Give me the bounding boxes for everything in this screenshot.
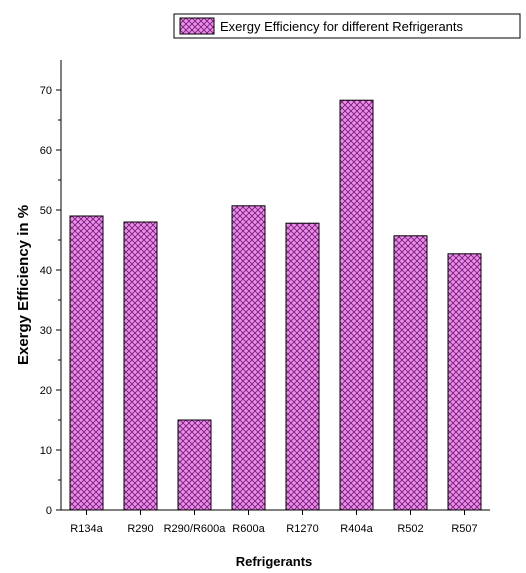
legend-box xyxy=(173,13,521,39)
x-tick-label-r600a: R600a xyxy=(232,523,265,535)
x-tick-label-r290: R290 xyxy=(127,523,153,535)
x-tick-label-r1270: R1270 xyxy=(286,523,318,535)
x-tick-label-r502: R502 xyxy=(397,523,423,535)
x-tick-label-r404a: R404a xyxy=(340,523,373,535)
bar-r404a xyxy=(339,99,374,511)
y-tick-label-0: 0 xyxy=(46,505,52,517)
y-tick-label-40: 40 xyxy=(40,265,52,277)
y-tick-label-20: 20 xyxy=(40,385,52,397)
bar-r134a xyxy=(69,215,104,511)
legend-swatch xyxy=(179,17,215,35)
bar-r502 xyxy=(393,235,428,511)
x-axis-ticks: R134a R290 R290/R600a R600a R1270 R404a R502 R5… xyxy=(70,510,478,535)
bar-r507 xyxy=(447,253,482,511)
y-axis-ticks: 0 10 20 30 40 50 60 70 xyxy=(40,85,61,517)
legend: Exergy Efficiency for different Refriger… xyxy=(173,13,521,39)
x-tick-label-r507: R507 xyxy=(451,523,477,535)
y-tick-label-70: 70 xyxy=(40,85,52,97)
legend-label: Exergy Efficiency for different Refriger… xyxy=(220,19,464,34)
x-tick-label-r290-r600a: R290/R600a xyxy=(164,523,227,535)
y-tick-label-50: 50 xyxy=(40,205,52,217)
x-tick-label-r134a: R134a xyxy=(70,523,103,535)
bar-r1270 xyxy=(285,222,320,511)
bar-r290 xyxy=(123,221,158,511)
y-tick-label-60: 60 xyxy=(40,145,52,157)
y-tick-label-10: 10 xyxy=(40,445,52,457)
x-axis-title: Refrigerants xyxy=(236,554,313,569)
bar-r600a xyxy=(231,205,266,511)
y-tick-label-30: 30 xyxy=(40,325,52,337)
bar-r290-r600a xyxy=(177,419,212,511)
y-axis-title: Exergy Efficiency in % xyxy=(15,205,32,365)
bars xyxy=(69,99,482,511)
